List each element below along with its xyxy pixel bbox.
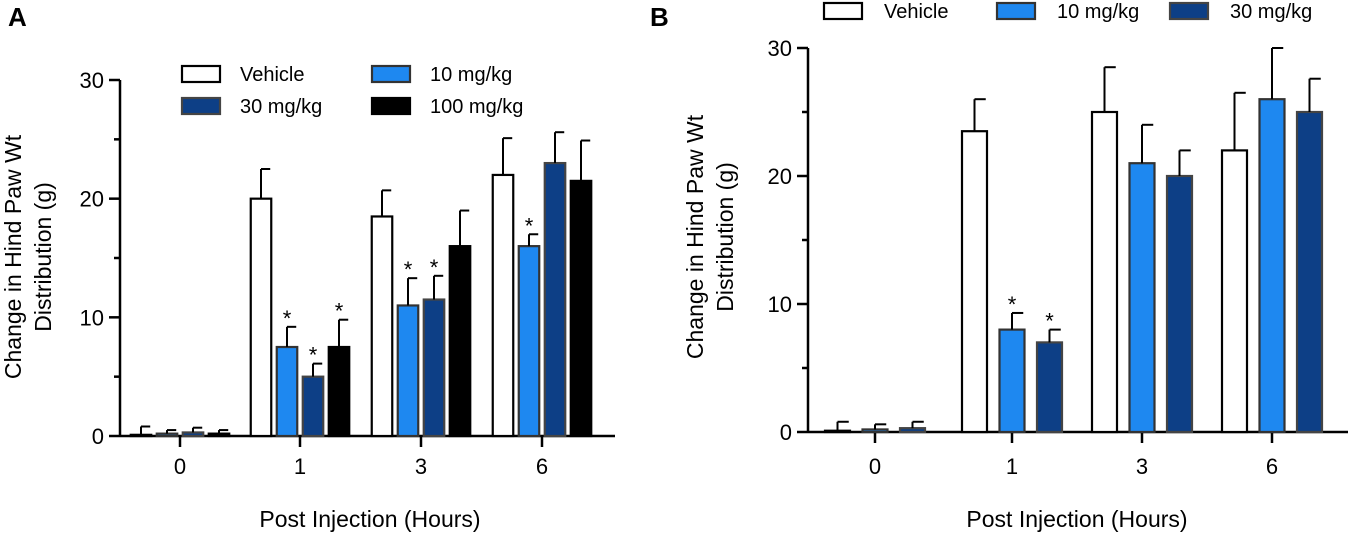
panel-b-bar-10-mg-kg-1 bbox=[998, 328, 1026, 434]
panel-a-bar-vehicle-1 bbox=[249, 197, 273, 438]
panel-a-bar-vehicle-6 bbox=[491, 173, 515, 438]
panel-a-y-axis-title-line-2: Distribution (g) bbox=[30, 182, 56, 332]
panel-a-y-axis-title-line-1: Change in Hind Paw Wt bbox=[0, 134, 26, 379]
panel-b-bar-vehicle-1 bbox=[960, 130, 989, 434]
panel-a-significance-marker: * bbox=[430, 255, 439, 280]
panel-b-bar-vehicle-3 bbox=[1090, 110, 1119, 434]
panel-b-legend-swatch-10-mg-kg bbox=[995, 1, 1037, 21]
panel-a-bar-100-mg-kg-1 bbox=[327, 345, 351, 438]
panel-a-bar-30-mg-kg-6 bbox=[543, 161, 567, 438]
panel-a-legend-label-vehicle: Vehicle bbox=[240, 64, 305, 86]
panel-b-y-tick-label: 20 bbox=[768, 164, 792, 189]
panel-b-x-tick-label: 3 bbox=[1136, 454, 1148, 479]
panel-b-bar-10-mg-kg-6 bbox=[1258, 98, 1286, 434]
panel-a-bar-100-mg-kg-0 bbox=[207, 432, 231, 438]
panel-a-bar-10-mg-kg-1 bbox=[275, 345, 299, 438]
panel-a-legend-label-100-mg-kg: 100 mg/kg bbox=[430, 96, 523, 118]
panel-b-label: B bbox=[650, 2, 669, 32]
panel-b-y-axis-title-line-1: Change in Hind Paw Wt bbox=[682, 114, 708, 359]
panel-b-x-axis-title: Post Injection (Hours) bbox=[966, 506, 1187, 532]
panel-a-significance-marker: * bbox=[404, 257, 413, 282]
panel-a-legend-label-10-mg-kg: 10 mg/kg bbox=[430, 64, 512, 86]
panel-b-bar-30-mg-kg-3 bbox=[1165, 174, 1194, 434]
panel-a-plot-area: 0 10 20 30 0 1 3 6 * * * * * * bbox=[80, 68, 615, 479]
panel-a-y-tick-label: 10 bbox=[80, 305, 104, 330]
panel-a-x-tick-label: 3 bbox=[415, 454, 427, 479]
panel-a-bar-vehicle-3 bbox=[370, 215, 394, 438]
panel-a-bar-vehicle-0 bbox=[129, 433, 153, 438]
panel-a-significance-marker: * bbox=[525, 213, 534, 238]
panel-a-bar-10-mg-kg-6 bbox=[517, 245, 541, 438]
panel-b-y-tick-label: 30 bbox=[768, 36, 792, 61]
panel-a-y-tick-label: 30 bbox=[80, 68, 104, 93]
panel-b-legend-label-10-mg-kg: 10 mg/kg bbox=[1057, 1, 1139, 23]
panel-a-bar-30-mg-kg-3 bbox=[422, 298, 446, 438]
panel-b-bar-30-mg-kg-1 bbox=[1035, 341, 1064, 434]
panel-a-x-tick-label: 0 bbox=[174, 454, 186, 479]
panel-b-plot-area: 0 10 20 30 0 1 3 6 * * bbox=[768, 36, 1348, 479]
panel-b-y-axis-title: Change in Hind Paw Wt Distribution (g) bbox=[682, 114, 738, 359]
panel-b-legend-swatch-vehicle bbox=[822, 1, 864, 21]
panel-a-legend: Vehicle 10 mg/kg 30 mg/kg 100 mg/kg bbox=[180, 64, 523, 118]
panel-b-bar-10-mg-kg-3 bbox=[1128, 162, 1156, 434]
panel-b-bar-30-mg-kg-0 bbox=[898, 427, 927, 434]
panel-b-significance-marker: * bbox=[1008, 292, 1017, 317]
panel-b-bar-10-mg-kg-0 bbox=[861, 428, 889, 434]
panel-a-bar-10-mg-kg-0 bbox=[155, 432, 179, 438]
panel-b-x-tick-label: 1 bbox=[1006, 454, 1018, 479]
panel-a-significance-marker: * bbox=[335, 299, 344, 324]
panel-b-bar-vehicle-0 bbox=[823, 429, 852, 434]
panel-b-x-tick-label: 0 bbox=[869, 454, 881, 479]
panel-b-legend-swatch-30-mg-kg bbox=[1168, 1, 1210, 21]
panel-a-y-tick-label: 0 bbox=[92, 424, 104, 449]
panel-b-bar-30-mg-kg-6 bbox=[1295, 110, 1324, 434]
panel-b-significance-marker: * bbox=[1045, 309, 1054, 334]
panel-b-bar-vehicle-6 bbox=[1220, 149, 1249, 434]
panel-b-legend-label-30-mg-kg: 30 mg/kg bbox=[1230, 1, 1312, 23]
panel-a-legend-swatch-30-mg-kg bbox=[180, 96, 222, 116]
panel-a-x-tick-label: 6 bbox=[536, 454, 548, 479]
panel-a-x-axis-title: Post Injection (Hours) bbox=[259, 506, 480, 532]
panel-a-bar-100-mg-kg-3 bbox=[448, 245, 472, 438]
panel-a-x-tick-label: 1 bbox=[294, 454, 306, 479]
panel-b-y-tick-label: 10 bbox=[768, 292, 792, 317]
panel-a-bar-10-mg-kg-3 bbox=[396, 304, 420, 438]
panel-a-significance-marker: * bbox=[283, 306, 292, 331]
panel-a-legend-label-30-mg-kg: 30 mg/kg bbox=[240, 96, 322, 118]
panel-a-label: A bbox=[8, 2, 27, 32]
panel-a-bar-30-mg-kg-0 bbox=[181, 431, 205, 438]
panel-a-legend-swatch-10-mg-kg bbox=[370, 64, 412, 84]
panel-b-legend-label-vehicle: Vehicle bbox=[884, 1, 949, 23]
panel-b-y-axis-title-line-2: Distribution (g) bbox=[712, 162, 738, 312]
panel-a-significance-marker: * bbox=[309, 343, 318, 368]
panel-a-bar-100-mg-kg-6 bbox=[569, 179, 593, 438]
panel-b-y-tick-label: 0 bbox=[780, 420, 792, 445]
panel-a-y-tick-label: 20 bbox=[80, 187, 104, 212]
panel-a-legend-swatch-100-mg-kg bbox=[370, 96, 412, 116]
panel-a-y-axis-title: Change in Hind Paw Wt Distribution (g) bbox=[0, 134, 56, 379]
panel-b-legend: Vehicle 10 mg/kg 30 mg/kg bbox=[822, 1, 1312, 23]
panel-b-x-tick-label: 6 bbox=[1266, 454, 1278, 479]
panel-a-legend-swatch-vehicle bbox=[180, 64, 222, 84]
panel-a-bar-30-mg-kg-1 bbox=[301, 375, 325, 438]
